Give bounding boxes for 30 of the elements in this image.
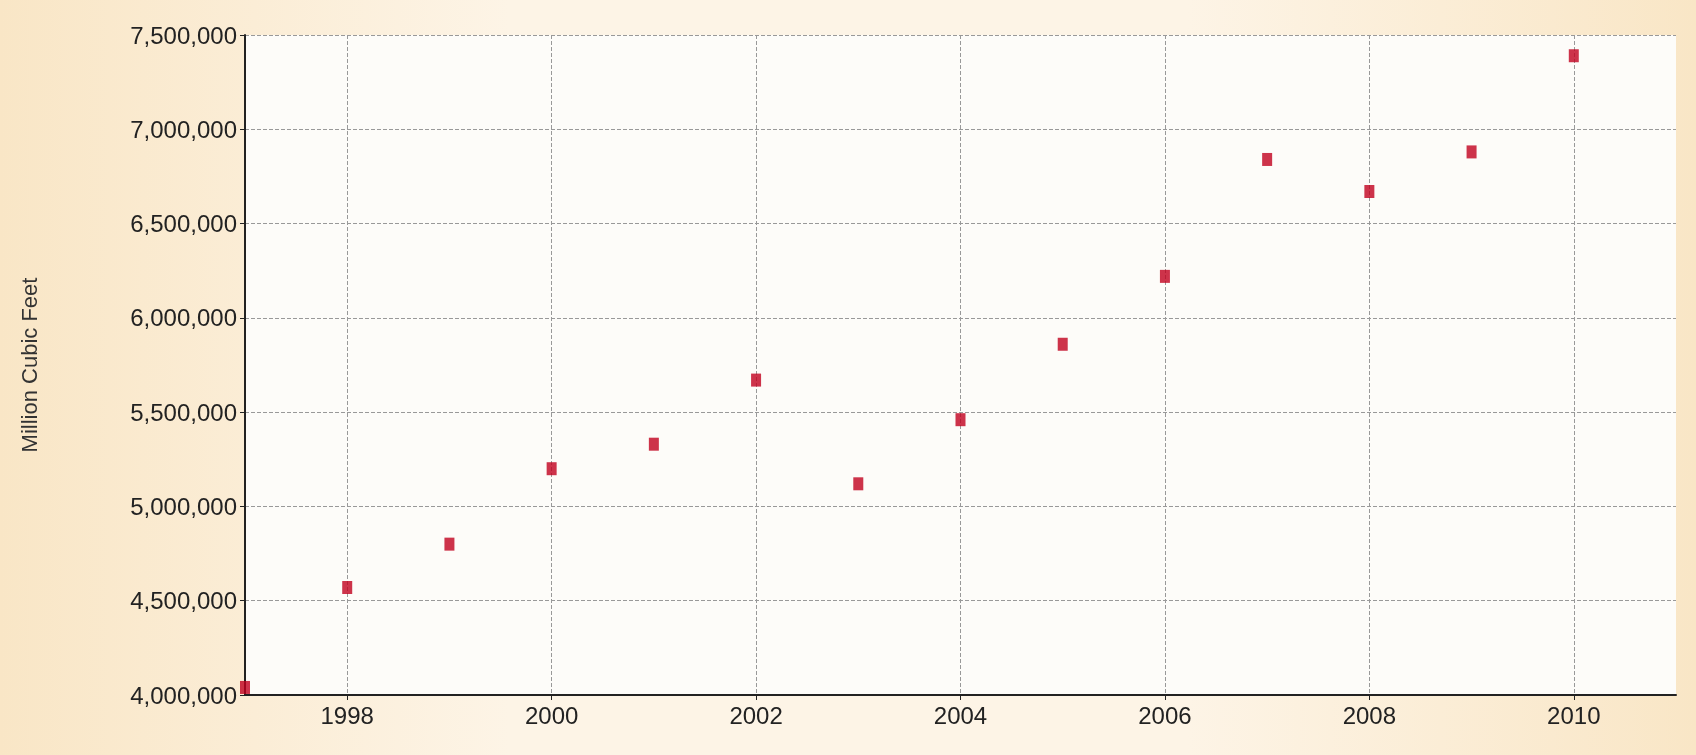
y-tick-label: 4,000,000 xyxy=(130,681,237,709)
point xyxy=(648,437,659,451)
x-tick-label: 2010 xyxy=(1547,701,1601,729)
x-tick-label: 1998 xyxy=(320,701,374,729)
x-tick-label: 2008 xyxy=(1342,701,1397,729)
point xyxy=(1364,185,1375,199)
point xyxy=(444,537,455,551)
y-tick-label: 4,500,000 xyxy=(130,587,237,615)
point xyxy=(1057,337,1068,351)
point xyxy=(751,373,762,387)
x-tick-label: 2004 xyxy=(933,701,988,729)
point xyxy=(1262,152,1273,166)
point xyxy=(853,477,864,491)
y-tick-label: 5,000,000 xyxy=(130,492,237,520)
x-tick-label: 2000 xyxy=(524,701,579,729)
point xyxy=(546,462,557,476)
y-tick-label: 6,000,000 xyxy=(130,304,237,332)
y-tick-label: 6,500,000 xyxy=(130,210,237,238)
y-tick-label: 7,500,000 xyxy=(130,21,237,49)
point xyxy=(342,581,353,595)
y-tick-label: 7,000,000 xyxy=(130,115,237,143)
y-tick-label: 5,500,000 xyxy=(130,398,237,426)
point xyxy=(1466,145,1477,159)
x-tick-label: 2006 xyxy=(1138,701,1192,729)
point xyxy=(1568,49,1579,63)
x-tick-label: 2002 xyxy=(729,701,783,729)
point xyxy=(240,680,250,694)
point xyxy=(1159,269,1170,283)
point xyxy=(955,413,966,427)
y-axis-title: Million Cubic Feet xyxy=(16,277,42,453)
